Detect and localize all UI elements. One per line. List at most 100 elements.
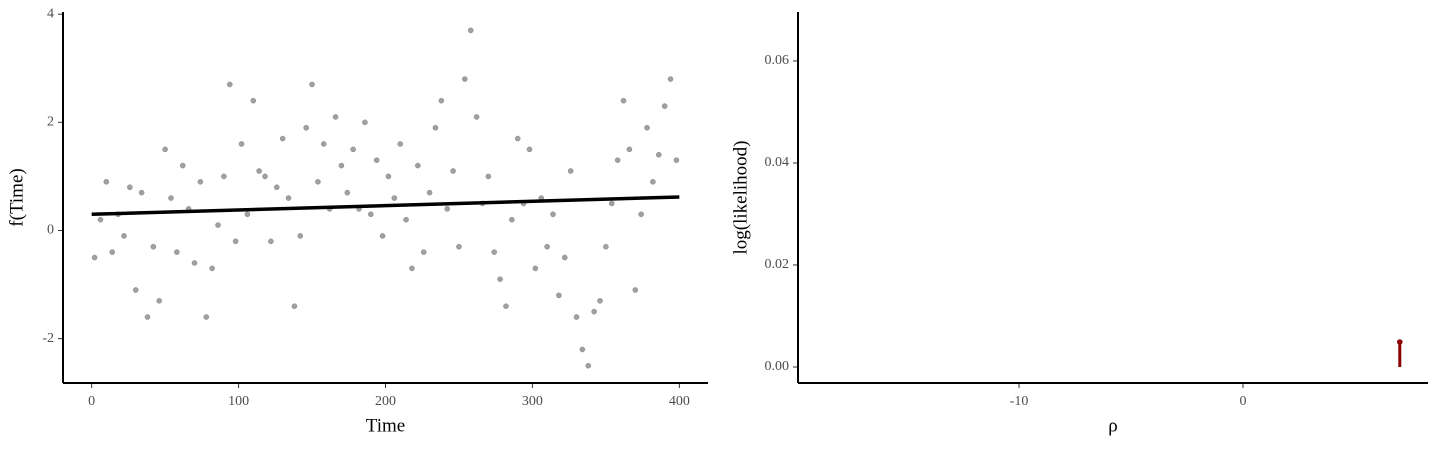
point bbox=[579, 346, 586, 353]
point bbox=[262, 173, 268, 180]
point bbox=[608, 200, 615, 207]
point bbox=[256, 168, 262, 174]
point bbox=[303, 124, 310, 131]
point bbox=[614, 157, 621, 164]
point bbox=[544, 243, 550, 250]
point bbox=[103, 178, 110, 185]
point bbox=[585, 362, 592, 369]
point bbox=[250, 97, 257, 104]
point bbox=[97, 216, 104, 223]
point bbox=[121, 233, 127, 239]
point bbox=[450, 168, 456, 174]
point bbox=[456, 243, 462, 250]
point bbox=[174, 249, 180, 255]
point bbox=[191, 260, 198, 266]
point bbox=[509, 216, 515, 223]
x-axis-label: ρ bbox=[1108, 415, 1117, 436]
point bbox=[491, 249, 498, 255]
point bbox=[432, 124, 439, 131]
point bbox=[650, 178, 656, 185]
point bbox=[168, 195, 174, 201]
point bbox=[409, 265, 415, 272]
point bbox=[561, 254, 568, 261]
y-tick-label: -2 bbox=[42, 331, 54, 346]
point bbox=[414, 162, 421, 169]
point bbox=[444, 206, 451, 212]
point bbox=[144, 314, 151, 320]
point bbox=[426, 189, 433, 196]
point bbox=[215, 222, 221, 228]
point bbox=[268, 238, 274, 245]
point bbox=[209, 265, 215, 272]
x-tick-label: 300 bbox=[522, 394, 543, 409]
point bbox=[550, 211, 556, 218]
point bbox=[279, 135, 286, 142]
y-tick-label: 4 bbox=[47, 6, 54, 21]
point bbox=[603, 243, 609, 250]
point bbox=[591, 308, 597, 315]
x-tick-label: 0 bbox=[88, 394, 95, 409]
y-axis-label: log(likelihood) bbox=[730, 141, 751, 255]
point bbox=[626, 146, 633, 153]
y-tick-label: 0.04 bbox=[765, 155, 790, 170]
point bbox=[485, 173, 492, 180]
point bbox=[226, 81, 233, 88]
point bbox=[179, 162, 186, 169]
point bbox=[150, 243, 157, 250]
point bbox=[138, 189, 145, 196]
point bbox=[344, 189, 351, 196]
x-tick-label: 200 bbox=[375, 394, 396, 409]
point bbox=[655, 151, 662, 158]
point bbox=[320, 141, 327, 147]
point bbox=[461, 76, 468, 82]
point bbox=[297, 233, 304, 239]
point bbox=[238, 141, 245, 147]
point bbox=[338, 162, 345, 169]
point bbox=[132, 287, 139, 293]
point bbox=[467, 27, 474, 34]
point bbox=[197, 178, 204, 185]
point bbox=[503, 303, 509, 310]
point bbox=[379, 233, 386, 239]
point bbox=[127, 184, 133, 191]
x-tick-label: 0 bbox=[1240, 394, 1247, 409]
point bbox=[309, 81, 315, 88]
point bbox=[350, 146, 357, 153]
point bbox=[315, 178, 321, 185]
point bbox=[162, 146, 168, 153]
y-axis-label: f(Time) bbox=[6, 168, 27, 226]
point bbox=[1396, 339, 1403, 345]
point bbox=[526, 146, 533, 153]
point bbox=[567, 168, 574, 174]
point bbox=[391, 195, 398, 201]
y-tick-label: 0.02 bbox=[765, 257, 790, 272]
point bbox=[232, 238, 239, 245]
point bbox=[373, 157, 380, 164]
point bbox=[285, 195, 292, 201]
point bbox=[385, 173, 392, 180]
point bbox=[632, 287, 639, 293]
point bbox=[109, 249, 116, 255]
point bbox=[291, 303, 298, 310]
point bbox=[91, 254, 98, 261]
point bbox=[661, 103, 668, 109]
point bbox=[573, 314, 580, 320]
point bbox=[420, 249, 427, 255]
point bbox=[362, 119, 368, 126]
point bbox=[273, 184, 280, 191]
point bbox=[620, 97, 627, 104]
point bbox=[473, 114, 480, 120]
point bbox=[203, 314, 210, 320]
point bbox=[597, 297, 603, 304]
y-tick-label: 0.06 bbox=[765, 53, 790, 68]
point bbox=[367, 211, 374, 218]
y-tick-label: 0 bbox=[47, 223, 54, 238]
point bbox=[638, 211, 644, 218]
point bbox=[644, 124, 650, 131]
point bbox=[514, 135, 521, 142]
point bbox=[497, 276, 503, 283]
point bbox=[667, 76, 674, 82]
y-tick-label: 2 bbox=[47, 115, 54, 130]
fit-line bbox=[91, 195, 680, 217]
